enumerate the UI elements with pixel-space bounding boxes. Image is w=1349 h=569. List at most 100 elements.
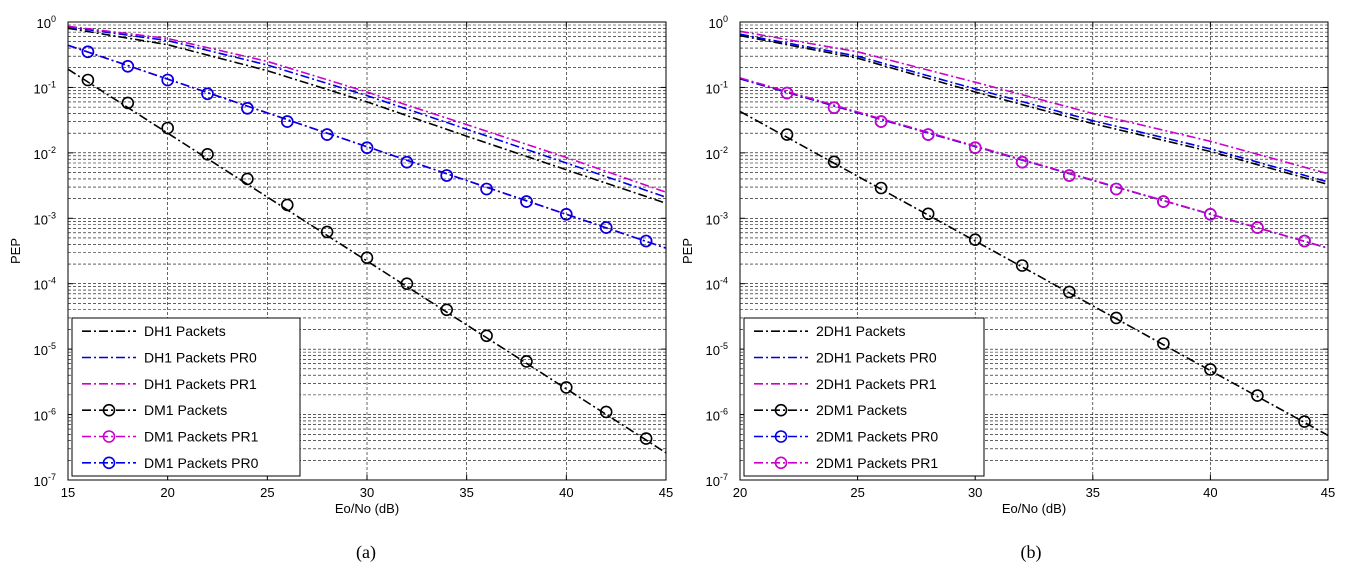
- chart-a-legend: DH1 Packets DH1 Packets PR0 DH1 Packets PR…: [71, 317, 301, 477]
- chart-a-data-point: [81, 73, 95, 87]
- chart-a-y-tick-label: 10-2: [34, 145, 56, 162]
- chart-b-series-group: [739, 30, 1329, 437]
- chart-b-legend-label-1: 2DH1 Packets PR0: [816, 350, 937, 366]
- chart-a-legend-label-3: DM1 Packets: [144, 402, 227, 418]
- chart-b-data-point: [780, 128, 794, 141]
- chart-b-legend-label-0: 2DH1 Packets: [816, 323, 905, 339]
- chart-a-data-point: [400, 277, 414, 291]
- chart-a-data-point: [559, 381, 573, 394]
- chart-b-x-tick-label: 35: [1086, 485, 1100, 500]
- chart-a-data-point: [520, 355, 533, 368]
- chart-a-data-point: [639, 432, 653, 445]
- chart-a-data-point: [241, 172, 254, 186]
- chart-b-y-tick-label: 10-4: [706, 276, 728, 293]
- chart-b-legend-label-5: 2DM1 Packets PR1: [816, 455, 938, 471]
- chart-b-x-tick-label: 45: [1321, 485, 1335, 500]
- chart-a-series-group: [67, 25, 667, 454]
- chart-a-data-point: [559, 208, 573, 221]
- chart-b-data-point: [1157, 195, 1170, 208]
- chart-b-data-point: [1015, 155, 1029, 169]
- chart-a-data-point: [639, 234, 653, 248]
- chart-b-data-point: [968, 141, 982, 154]
- chart-a-data-point: [599, 405, 613, 419]
- chart-a-data-point: [320, 225, 334, 239]
- chart-b-series-line-2: [739, 30, 1329, 175]
- chart-a-legend-label-2: DH1 Packets PR1: [144, 376, 257, 392]
- chart-a-x-tick-label: 40: [559, 485, 573, 500]
- chart-b-y-tick-label: 10-6: [706, 407, 728, 424]
- chart-a-y-tick-label: 10-3: [34, 210, 56, 227]
- chart-b-data-point: [921, 207, 935, 221]
- chart-b-legend-label-4: 2DM1 Packets PR0: [816, 429, 938, 445]
- chart-b-data-point: [1298, 415, 1311, 428]
- chart-a-legend-label-4: DM1 Packets PR1: [144, 429, 259, 445]
- chart-a-series-line-0: [67, 27, 667, 204]
- chart-a-x-tick-label: 20: [160, 485, 174, 500]
- chart-b-data-point: [1157, 337, 1170, 350]
- chart-a-data-point: [360, 141, 374, 154]
- chart-a-data-point: [280, 198, 294, 212]
- chart-a-y-tick-label: 100: [37, 14, 56, 31]
- chart-a-legend-label-5: DM1 Packets PR0: [144, 455, 259, 471]
- chart-b-y-tick-label: 10-2: [706, 145, 728, 162]
- chart-b-data-point: [1204, 208, 1217, 221]
- chart-a-series-line-5: [67, 44, 667, 249]
- chart-panel-b: 20 25 30 35 40 45 100 10-1 10-2 10-3 10-4 10-5 10-6 1…: [680, 14, 1335, 563]
- chart-a-y-tick-label: 10-4: [34, 276, 56, 293]
- chart-b-data-point: [1251, 221, 1264, 234]
- chart-b-x-tick-label: 30: [968, 485, 982, 500]
- chart-a-y-tick-label: 10-5: [34, 341, 56, 358]
- chart-a-series-line-2: [67, 25, 667, 193]
- chart-b-data-point: [1063, 169, 1076, 182]
- chart-b-data-point: [827, 155, 841, 169]
- chart-b-data-point: [827, 101, 841, 114]
- chart-a-data-point: [201, 87, 214, 101]
- chart-a-data-point: [121, 96, 135, 110]
- chart-b-legend-marker-4: [774, 430, 788, 443]
- chart-a-data-point: [360, 251, 374, 265]
- chart-a-x-tick-label: 45: [659, 485, 673, 500]
- chart-b-data-point: [968, 233, 982, 246]
- chart-b-data-point: [1015, 259, 1029, 272]
- chart-b-data-point: [780, 86, 794, 100]
- chart-b-data-point: [1110, 182, 1123, 196]
- chart-b-axes-box: [739, 21, 1329, 481]
- chart-b-data-point: [921, 128, 935, 141]
- chart-a-data-point: [520, 195, 533, 208]
- chart-a-legend-marker-4: [102, 430, 116, 443]
- chart-b-data-point: [874, 181, 888, 195]
- chart-b-data-point: [1063, 285, 1076, 299]
- chart-b-data-point: [1110, 311, 1123, 325]
- chart-a-legend-marker-5: [102, 456, 116, 470]
- chart-a-data-point: [400, 155, 414, 169]
- chart-b-series-line-5: [739, 77, 1329, 249]
- chart-b-legend-label-2: 2DH1 Packets PR1: [816, 376, 937, 392]
- chart-b-legend: 2DH1 Packets 2DH1 Packets PR0 2DH1 Packets…: [743, 317, 985, 477]
- chart-b-y-tick-label: 100: [709, 14, 728, 31]
- chart-b-legend-marker-5: [774, 456, 788, 470]
- chart-a-legend-label-0: DH1 Packets: [144, 323, 226, 339]
- chart-a-data-point: [161, 121, 174, 135]
- chart-b-legend-marker-3: [774, 403, 788, 417]
- chart-b-x-tick-label: 40: [1203, 485, 1217, 500]
- chart-b-y-tick-label: 10-3: [706, 210, 728, 227]
- chart-a-legend-marker-3: [102, 403, 116, 417]
- chart-a-data-point: [440, 169, 454, 182]
- chart-a-y-tick-label: 10-6: [34, 407, 56, 424]
- chart-b-data-point: [874, 115, 888, 128]
- chart-a-x-tick-label: 35: [459, 485, 473, 500]
- chart-b-legend-box: [743, 317, 985, 477]
- chart-a-data-point: [121, 60, 135, 73]
- chart-a-legend-label-1: DH1 Packets PR0: [144, 350, 257, 366]
- chart-a-data-point: [440, 303, 454, 317]
- chart-b-series-line-3: [739, 110, 1329, 437]
- chart-a-data-point: [320, 128, 334, 141]
- chart-a-legend-box: [71, 317, 301, 477]
- chart-b-legend-label-3: 2DM1 Packets: [816, 402, 907, 418]
- chart-b-x-axis-label: Eo/No (dB): [1002, 501, 1066, 516]
- chart-a-x-tick-label: 15: [61, 485, 75, 500]
- chart-b-x-tick-label: 25: [850, 485, 864, 500]
- chart-a-data-point: [480, 182, 493, 196]
- chart-b-series-line-0: [739, 34, 1329, 186]
